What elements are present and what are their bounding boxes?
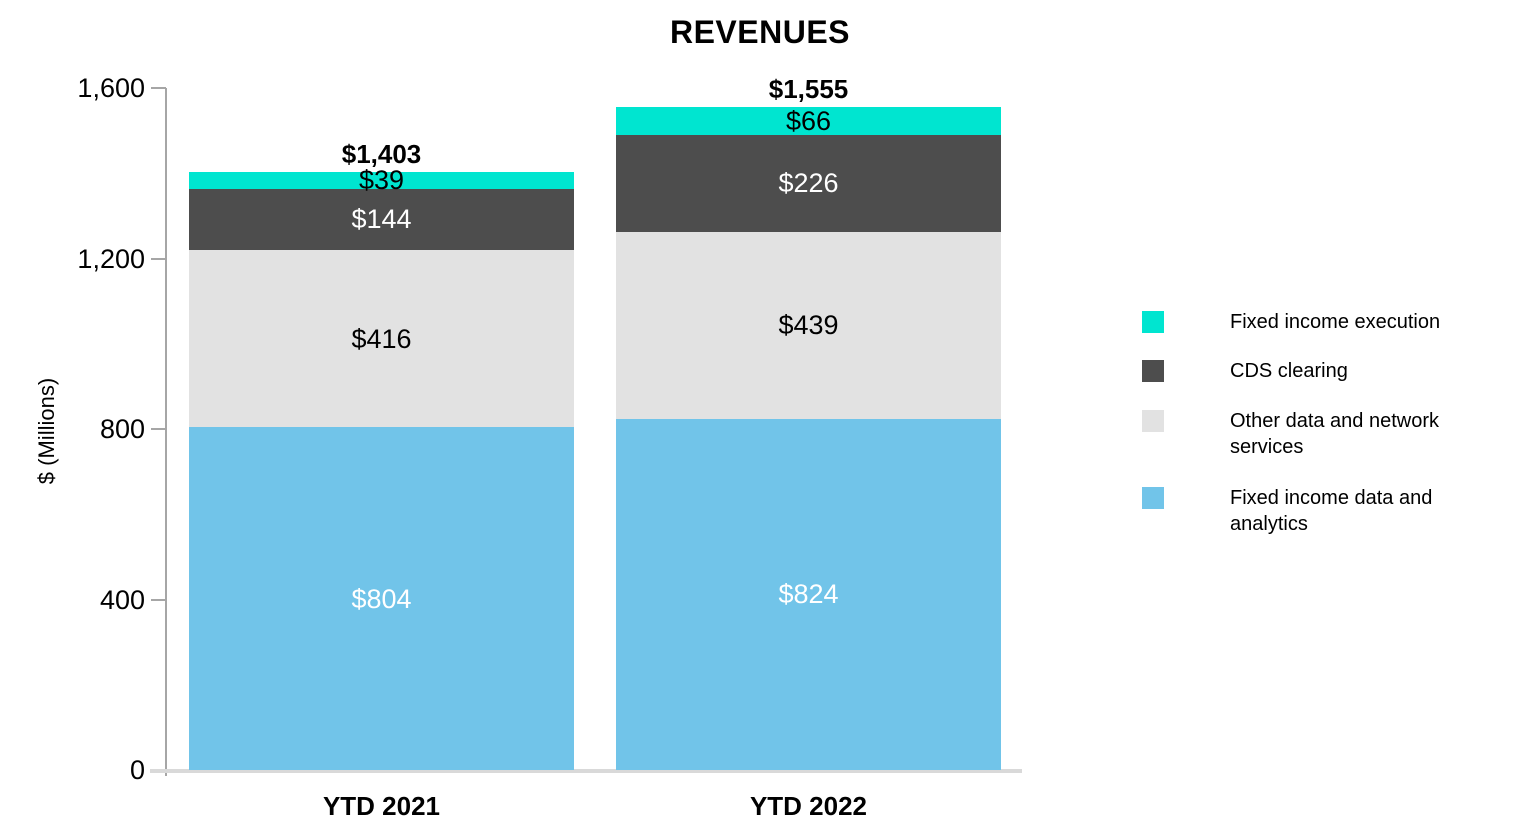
bar-segment (616, 135, 1001, 232)
bar-segment-label: $416 (351, 323, 412, 354)
y-axis-tick (151, 87, 166, 89)
bar-segment-label: $439 (778, 310, 839, 341)
y-axis-tick-label: 800 (99, 414, 145, 444)
y-axis-tick (151, 598, 166, 601)
y-axis-tick-label: 0 (129, 755, 145, 785)
bar-segment (189, 249, 574, 428)
legend-label: CDS clearing (1230, 360, 1348, 382)
chart-title: REVENUES (669, 14, 851, 50)
bar-segment (616, 107, 1001, 136)
bar-total-label: $1,555 (768, 74, 849, 105)
y-axis-tick-label: 1,600 (77, 73, 145, 103)
legend-swatch (1142, 360, 1164, 382)
x-axis-line (150, 769, 1022, 773)
x-axis-category-label: YTD 2021 (322, 791, 441, 821)
x-axis-category-label: YTD 2022 (749, 791, 868, 821)
bar-segment-label: $226 (778, 168, 839, 199)
bar-segment (616, 418, 1001, 770)
legend-label: Other data and network services (1230, 410, 1440, 458)
bar-segment-label: $39 (358, 165, 405, 196)
bar-segment (616, 231, 1001, 419)
legend-swatch (1142, 487, 1164, 509)
bar-segment-label: $66 (785, 106, 832, 137)
y-axis-tick (151, 257, 166, 260)
legend-swatch (1142, 311, 1164, 333)
bar-total-label: $1,403 (341, 138, 422, 169)
legend-swatch (1142, 410, 1164, 432)
y-axis-line (165, 88, 167, 776)
legend-label: Fixed income data and analytics (1230, 487, 1433, 535)
legend-label: Fixed income execution (1230, 311, 1441, 333)
bar-segment-label: $824 (778, 579, 839, 610)
bar-segment (189, 427, 574, 770)
bar-segment-label: $144 (351, 204, 412, 235)
bar-segment (189, 188, 574, 250)
y-axis-tick-label: 1,200 (77, 243, 145, 274)
y-axis-tick (151, 428, 166, 430)
bar-segment-label: $804 (351, 583, 412, 614)
y-axis-tick-label: 400 (99, 584, 145, 615)
bar-segment (189, 171, 574, 189)
